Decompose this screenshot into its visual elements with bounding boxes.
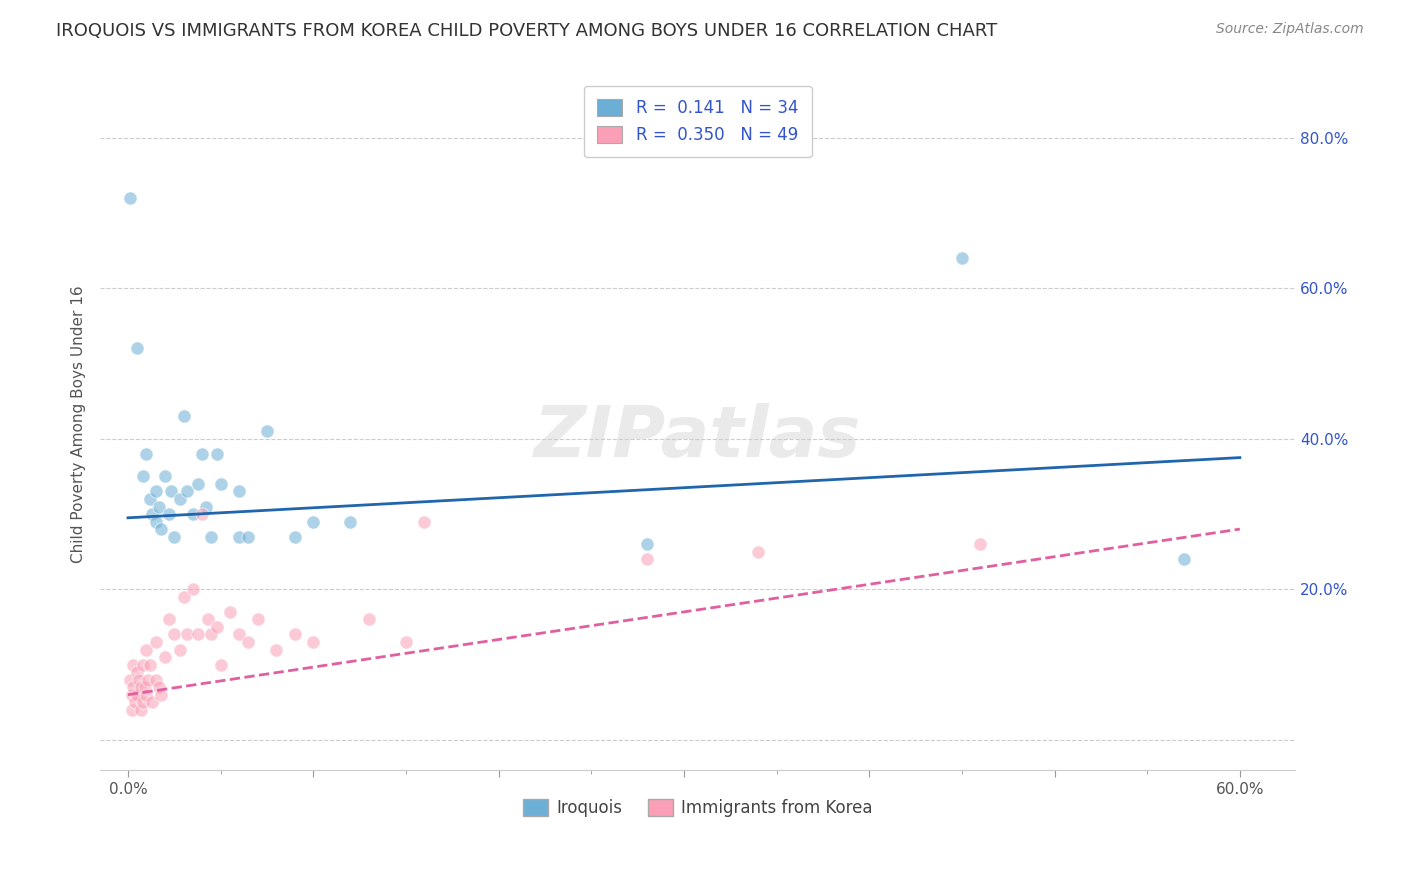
Point (181, 507, 204, 521)
Point (169, 642, 191, 657)
Point (118, 673, 141, 687)
Text: Source: ZipAtlas.com: Source: ZipAtlas.com (1216, 22, 1364, 37)
Point (129, 680, 152, 694)
Point (145, 515, 167, 529)
Point (157, 612, 180, 626)
Point (176, 627, 198, 641)
Point (159, 484, 181, 499)
Point (150, 688, 173, 702)
Point (169, 491, 191, 506)
Point (228, 530, 250, 544)
Point (148, 500, 170, 514)
Point (264, 642, 287, 657)
Point (187, 627, 209, 641)
Point (122, 657, 145, 672)
Point (121, 688, 143, 702)
Point (256, 424, 278, 438)
Point (163, 530, 186, 544)
Point (135, 688, 157, 702)
Point (127, 665, 149, 680)
Point (187, 477, 209, 491)
Point (395, 635, 418, 649)
Point (413, 515, 436, 529)
Point (145, 673, 167, 687)
Point (969, 537, 991, 551)
Point (191, 507, 214, 521)
Point (124, 695, 146, 709)
Point (121, 703, 143, 717)
Point (636, 537, 658, 551)
Point (302, 635, 325, 649)
Point (163, 627, 186, 641)
Point (122, 680, 145, 694)
Point (135, 642, 157, 657)
Point (238, 530, 260, 544)
Point (150, 522, 173, 536)
Point (284, 530, 307, 544)
Point (128, 673, 150, 687)
Point (194, 500, 217, 514)
Point (246, 612, 269, 626)
Point (302, 515, 325, 529)
Point (129, 703, 152, 717)
Point (197, 612, 219, 626)
Point (339, 515, 361, 529)
Point (145, 635, 167, 649)
Point (238, 635, 260, 649)
Point (173, 409, 195, 424)
Point (228, 627, 250, 641)
Point (136, 673, 159, 687)
Point (139, 491, 162, 506)
Point (228, 484, 250, 499)
Point (132, 469, 155, 483)
Point (148, 680, 170, 694)
Point (1173, 552, 1195, 566)
Point (118, 191, 141, 205)
Point (145, 484, 167, 499)
Y-axis label: Child Poverty Among Boys Under 16: Child Poverty Among Boys Under 16 (72, 285, 86, 563)
Point (157, 507, 180, 521)
Point (153, 469, 176, 483)
Point (127, 688, 149, 702)
Point (636, 552, 658, 566)
Point (950, 251, 973, 265)
Point (139, 657, 162, 672)
Point (132, 657, 155, 672)
Point (173, 590, 195, 604)
Point (209, 477, 232, 491)
Text: IROQUOIS VS IMMIGRANTS FROM KOREA CHILD POVERTY AMONG BOYS UNDER 16 CORRELATION : IROQUOIS VS IMMIGRANTS FROM KOREA CHILD … (56, 22, 997, 40)
Point (191, 447, 214, 461)
Point (200, 530, 222, 544)
Point (284, 627, 307, 641)
Point (135, 447, 157, 461)
Point (127, 342, 149, 356)
Point (141, 695, 163, 709)
Point (134, 680, 156, 694)
Point (181, 582, 204, 597)
Point (205, 620, 228, 634)
Point (141, 507, 163, 521)
Legend: Iroquois, Immigrants from Korea: Iroquois, Immigrants from Korea (516, 792, 879, 824)
Point (205, 447, 228, 461)
Point (200, 627, 222, 641)
Point (153, 650, 176, 665)
Point (218, 605, 240, 619)
Point (209, 657, 232, 672)
Point (132, 695, 155, 709)
Point (176, 484, 198, 499)
Text: ZIPatlas: ZIPatlas (534, 403, 862, 472)
Point (747, 544, 769, 558)
Point (357, 612, 380, 626)
